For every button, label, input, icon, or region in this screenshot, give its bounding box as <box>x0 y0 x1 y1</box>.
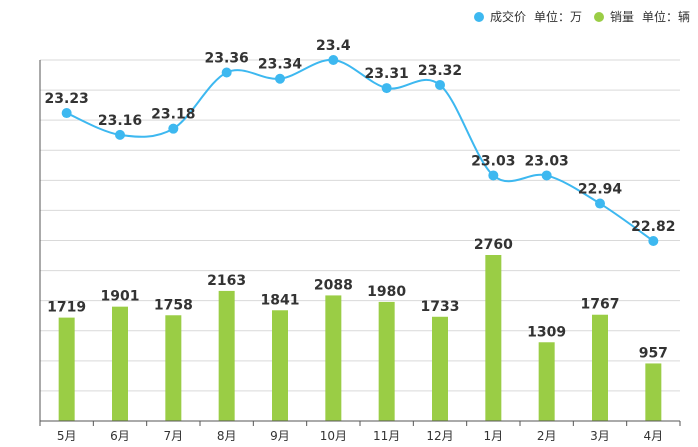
point-price[interactable] <box>61 108 72 119</box>
x-tick-label: 3月 <box>590 429 610 443</box>
bar-sales[interactable] <box>272 310 288 421</box>
x-tick-label: 10月 <box>320 429 347 443</box>
point-price[interactable] <box>381 83 392 94</box>
x-tick-label: 5月 <box>57 429 77 443</box>
line-data-label: 22.94 <box>578 182 623 198</box>
bar-sales[interactable] <box>538 342 555 421</box>
line-data-label: 23.23 <box>45 91 89 107</box>
bar-data-label: 2088 <box>314 277 353 293</box>
point-price[interactable] <box>595 198 605 209</box>
bar-data-label: 1767 <box>581 297 620 313</box>
legend-price-marker <box>473 11 484 22</box>
point-price[interactable] <box>221 67 232 78</box>
bar-sales[interactable] <box>325 295 342 421</box>
x-tick-label: 4月 <box>644 429 664 443</box>
legend-item-price[interactable]: 成交价 单位：万 <box>473 8 582 25</box>
point-price[interactable] <box>168 123 179 134</box>
x-tick-label: 7月 <box>164 429 184 443</box>
bar-sales[interactable] <box>112 306 128 421</box>
bar-sales[interactable] <box>592 314 608 421</box>
x-tick-label: 8月 <box>217 429 237 443</box>
legend-price-name: 成交价 <box>489 10 526 24</box>
x-tick-label: 9月 <box>270 429 290 443</box>
line-data-label: 23.03 <box>525 153 569 169</box>
point-price[interactable] <box>275 73 285 84</box>
point-price[interactable] <box>328 55 339 65</box>
line-data-label: 23.34 <box>258 57 303 73</box>
x-tick-label: 6月 <box>110 429 130 443</box>
legend: 成交价 单位：万 销量 单位：辆 <box>462 8 690 25</box>
bar-data-label: 1901 <box>101 289 140 305</box>
x-tick-label: 12月 <box>426 429 453 443</box>
legend-sales-marker <box>593 11 604 22</box>
point-price[interactable] <box>115 129 125 140</box>
line-data-label: 23.03 <box>471 153 515 169</box>
bar-data-label: 1841 <box>261 292 300 308</box>
bar-sales[interactable] <box>165 315 182 421</box>
line-data-label: 22.82 <box>631 219 675 235</box>
line-data-label: 23.4 <box>316 38 351 54</box>
bar-data-label: 2163 <box>207 273 246 289</box>
bar-data-label: 2760 <box>474 237 513 253</box>
bar-sales[interactable] <box>645 363 662 421</box>
x-tick-label: 11月 <box>373 429 400 443</box>
line-data-label: 23.36 <box>205 50 249 66</box>
legend-sales-unit: 单位：辆 <box>641 10 690 24</box>
legend-sales-name: 销量 <box>609 10 634 24</box>
bar-data-label: 1719 <box>47 300 86 316</box>
bar-data-label: 1980 <box>367 284 406 300</box>
legend-price-unit: 单位：万 <box>533 10 582 24</box>
line-data-label: 23.16 <box>98 113 142 129</box>
bar-data-label: 1758 <box>154 297 193 313</box>
point-price[interactable] <box>488 170 499 181</box>
bar-data-label: 1309 <box>527 324 566 340</box>
line-data-label: 23.18 <box>151 107 195 123</box>
point-price[interactable] <box>435 79 445 90</box>
legend-item-sales[interactable]: 销量 单位：辆 <box>593 8 690 25</box>
bar-data-label: 957 <box>639 345 668 361</box>
bar-sales[interactable] <box>378 301 395 421</box>
x-tick-label: 2月 <box>537 429 557 443</box>
point-price[interactable] <box>541 170 552 181</box>
bar-sales[interactable] <box>432 316 448 421</box>
bar-sales[interactable] <box>218 290 235 421</box>
line-data-label: 23.32 <box>418 63 462 79</box>
bar-sales[interactable] <box>58 317 75 421</box>
bar-data-label: 1733 <box>421 299 460 315</box>
bar-sales[interactable] <box>485 255 502 421</box>
x-tick-label: 1月 <box>484 429 504 443</box>
line-data-label: 23.31 <box>365 66 409 82</box>
point-price[interactable] <box>648 236 659 246</box>
